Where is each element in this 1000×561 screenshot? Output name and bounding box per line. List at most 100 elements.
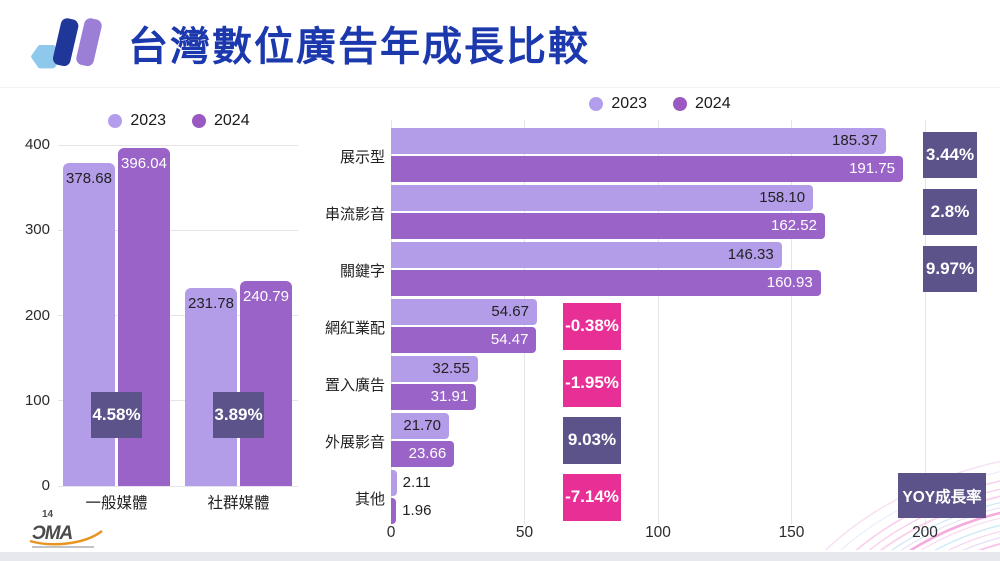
y-tick-label: 400 bbox=[24, 136, 50, 153]
category-label: 網紅業配 bbox=[324, 320, 385, 337]
yoy-badge: 3.44% bbox=[923, 132, 977, 178]
legend-dot-2024 bbox=[192, 114, 206, 128]
legend-label-2023: 2023 bbox=[611, 95, 647, 112]
bar-value-label: 32.55 bbox=[432, 360, 470, 377]
x-tick-label: 0 bbox=[386, 524, 396, 541]
bar-2023-展示型: 185.37 bbox=[391, 128, 886, 154]
bar-2023-社群媒體: 231.78 bbox=[185, 288, 237, 486]
gridline bbox=[58, 485, 298, 487]
yoy-badge: 9.03% bbox=[563, 416, 621, 464]
bar-value-label: 23.66 bbox=[408, 445, 447, 462]
legend-item-2023: 2023 bbox=[108, 112, 166, 130]
legend-label-2024: 2024 bbox=[695, 95, 731, 112]
dma-logo-swoosh bbox=[29, 530, 103, 546]
bar-value-label: 185.37 bbox=[832, 132, 878, 149]
bar-2024-其他: 1.96 bbox=[391, 498, 431, 524]
page-title: 台灣數位廣告年成長比較 bbox=[128, 25, 590, 69]
header-divider bbox=[0, 87, 1000, 88]
x-tick-label: 200 bbox=[912, 524, 938, 541]
bar-2023-其他: 2.11 bbox=[391, 470, 431, 496]
left-chart-legend: 2023 2024 bbox=[58, 112, 300, 130]
yoy-badge: 3.89% bbox=[213, 392, 264, 438]
legend-item-2023: 2023 bbox=[589, 95, 647, 113]
right-chart-category-axis: 展示型 串流影音 關鍵字 網紅業配 置入廣告 外展影音 其他 bbox=[295, 120, 385, 524]
bar-2024-網紅業配: 54.47 bbox=[391, 327, 537, 353]
y-tick-label: 100 bbox=[24, 391, 50, 409]
yoy-badge: -7.14% bbox=[563, 473, 621, 521]
category-label: 外展影音 bbox=[324, 434, 385, 451]
left-chart-plot: 378.68 396.04 4.58% 231.78 240.79 3.89% bbox=[58, 144, 298, 487]
gridline bbox=[791, 120, 792, 524]
legend-item-2024: 2024 bbox=[673, 95, 731, 113]
left-chart-y-axis: 0 100 200 300 400 bbox=[2, 136, 50, 494]
bar-2024-關鍵字: 160.93 bbox=[391, 270, 821, 296]
yoy-badge: 2.8% bbox=[923, 189, 977, 235]
yoy-growth-rate-label: YOY成長率 bbox=[898, 473, 986, 518]
bar-2024-外展影音: 23.66 bbox=[391, 441, 455, 467]
dma-logo-caption-line bbox=[32, 546, 94, 548]
bar-value-label: 162.52 bbox=[771, 217, 817, 234]
page-number: 14 bbox=[42, 509, 54, 520]
bar-value-label: 54.47 bbox=[490, 331, 529, 348]
bar-2023-置入廣告: 32.55 bbox=[391, 356, 478, 382]
bar-value-label: 231.78 bbox=[188, 295, 234, 313]
legend-item-2024: 2024 bbox=[192, 112, 250, 130]
y-tick-label: 0 bbox=[41, 477, 50, 494]
yoy-badge: -1.95% bbox=[563, 359, 621, 407]
bar-value-label: 1.96 bbox=[402, 502, 432, 519]
gridline bbox=[58, 229, 298, 231]
bar-2023-關鍵字: 146.33 bbox=[391, 242, 782, 268]
bar-2024-串流影音: 162.52 bbox=[391, 213, 825, 239]
legend-dot-2024 bbox=[673, 97, 687, 111]
dma-logo-text: ƆMA bbox=[32, 523, 73, 544]
left-chart-x-axis: 一般媒體 社群媒體 bbox=[58, 491, 298, 512]
x-category-label: 一般媒體 bbox=[85, 495, 148, 512]
right-chart-legend: 2023 2024 bbox=[560, 95, 760, 113]
bar-value-label: 146.33 bbox=[727, 246, 774, 263]
bar-value-label: 191.75 bbox=[849, 160, 895, 177]
category-label: 置入廣告 bbox=[324, 377, 385, 394]
bar-2023-網紅業配: 54.67 bbox=[391, 299, 537, 325]
bar-value-label: 160.93 bbox=[766, 274, 813, 291]
legend-label-2023: 2023 bbox=[130, 112, 166, 129]
yoy-badge: 9.97% bbox=[923, 246, 977, 292]
dma-mark-logo bbox=[31, 18, 102, 69]
category-label: 關鍵字 bbox=[339, 263, 385, 280]
right-chart-x-axis: 0 50 100 150 200 bbox=[387, 524, 993, 544]
bar-value-label: 2.11 bbox=[402, 474, 431, 491]
gridline bbox=[58, 144, 298, 146]
logo-bar-purple bbox=[76, 18, 102, 67]
x-tick-label: 50 bbox=[515, 524, 534, 541]
category-label: 其他 bbox=[354, 491, 385, 508]
right-chart-plot: 185.37 191.75 3.44% 158.10 162.52 2.8% 146.33 1… bbox=[390, 120, 993, 524]
bar-value-label: 240.79 bbox=[243, 287, 289, 305]
bar-value-label: 31.91 bbox=[430, 388, 469, 405]
legend-label-2024: 2024 bbox=[214, 112, 250, 129]
bar-2024-社群媒體: 240.79 bbox=[240, 280, 292, 486]
gridline bbox=[58, 400, 298, 402]
logo-hexagon-lightblue bbox=[31, 45, 62, 69]
x-category-label: 社群媒體 bbox=[207, 495, 270, 512]
bar-value-label: 54.67 bbox=[491, 303, 529, 320]
dma-footer-logo: ƆMA bbox=[29, 523, 103, 548]
bar-2024-置入廣告: 31.91 bbox=[391, 384, 477, 410]
gridline bbox=[657, 120, 659, 524]
x-tick-label: 100 bbox=[645, 524, 671, 541]
legend-dot-2023 bbox=[108, 114, 123, 128]
gridline bbox=[924, 120, 926, 524]
y-tick-label: 300 bbox=[24, 221, 50, 239]
logo-bar-navy bbox=[52, 18, 79, 67]
x-tick-label: 150 bbox=[778, 524, 805, 541]
bar-value-label: 21.70 bbox=[403, 417, 441, 434]
bar-value-label: 378.68 bbox=[66, 170, 112, 188]
bar-2024-展示型: 191.75 bbox=[391, 156, 903, 182]
slide-bottom-strip bbox=[0, 552, 1000, 561]
gridline bbox=[58, 315, 298, 316]
yoy-badge: -0.38% bbox=[563, 302, 621, 350]
y-tick-label: 200 bbox=[24, 306, 50, 324]
bar-value-label: 158.10 bbox=[759, 189, 806, 206]
category-label: 展示型 bbox=[339, 149, 385, 166]
yoy-badge: 4.58% bbox=[91, 392, 142, 438]
legend-dot-2023 bbox=[589, 97, 604, 111]
